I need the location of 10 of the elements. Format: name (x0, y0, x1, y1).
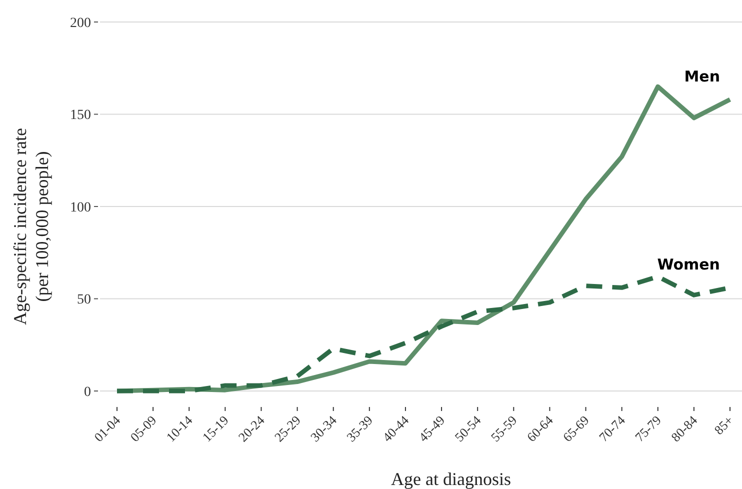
y-axis-title: Age-specific incidence rate (per 100,000 people) (10, 128, 52, 325)
series-label: Women (657, 256, 720, 274)
x-axis-title: Age at diagnosis (391, 469, 511, 489)
y-tick-label: 100 (70, 200, 91, 216)
y-tick-label: 150 (70, 108, 91, 124)
series-label: Men (684, 67, 720, 86)
y-tick-label: 0 (84, 384, 91, 400)
y-tick-label: 50 (77, 292, 91, 308)
y-tick-label: 200 (70, 16, 91, 31)
x-tick-label: 85+ (711, 412, 736, 438)
